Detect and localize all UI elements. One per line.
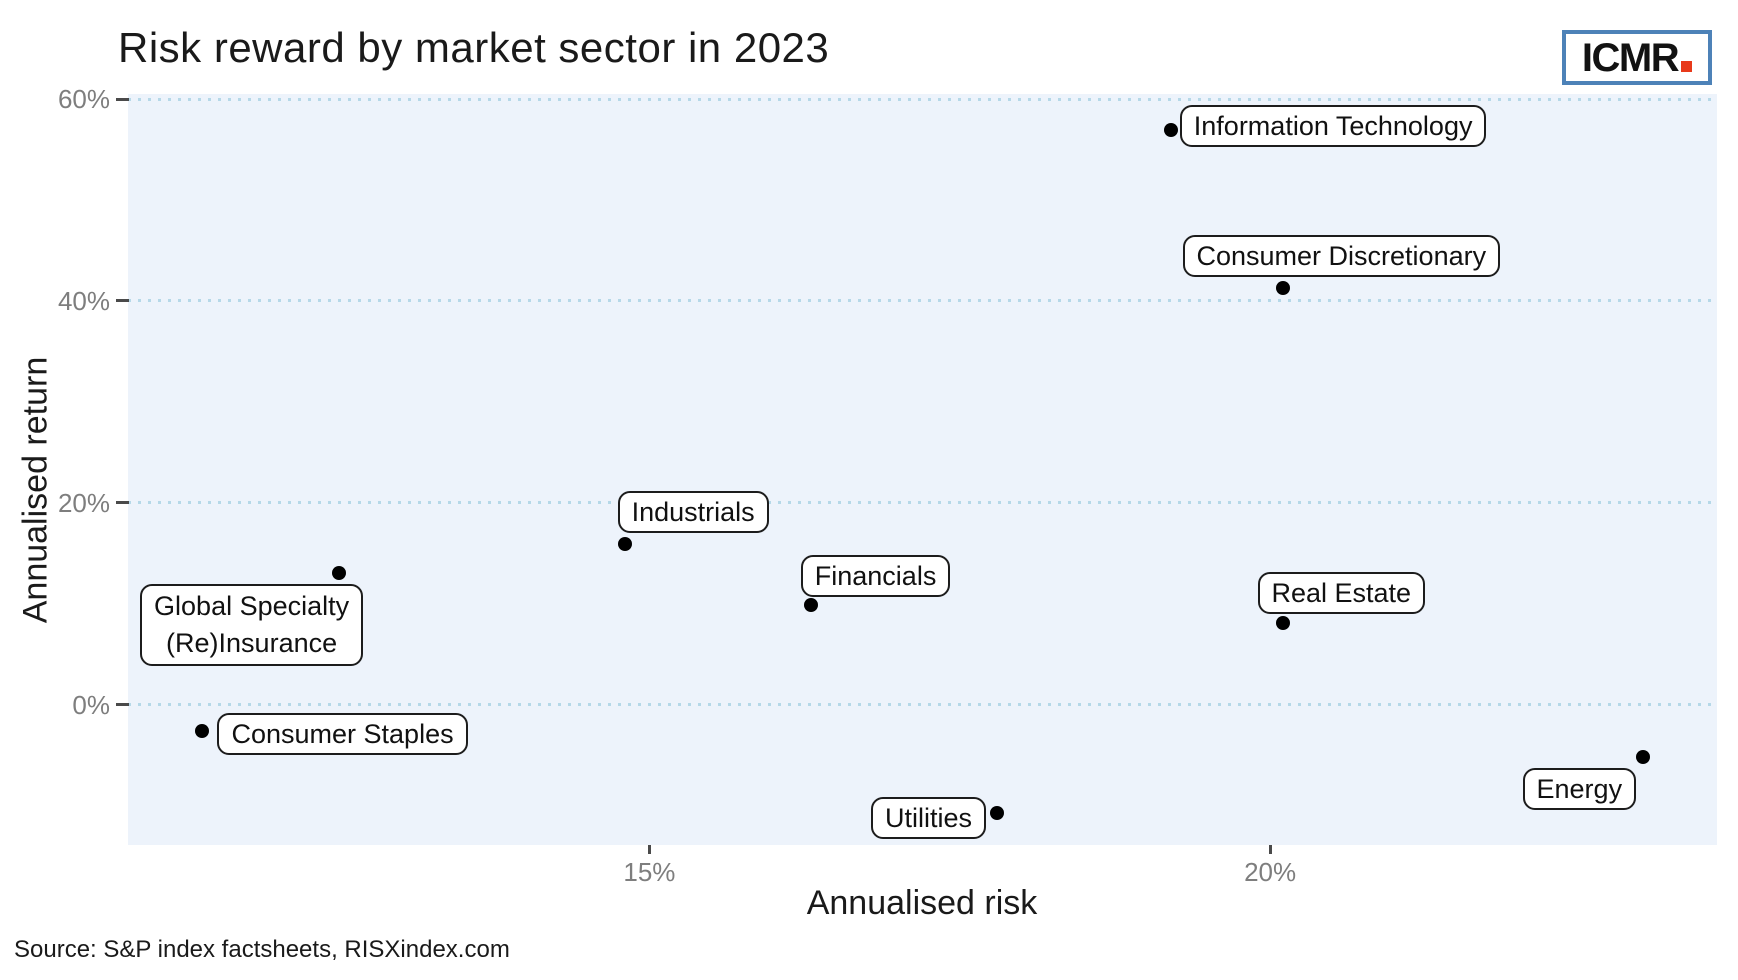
icmr-logo-red-square-icon: [1681, 61, 1693, 72]
source-note: Source: S&P index factsheets, RISXindex.…: [14, 936, 510, 963]
icmr-logo: ICMR: [1562, 30, 1712, 85]
x-axis-title: Annualised risk: [806, 884, 1038, 922]
point-label-utilities: Utilities: [870, 796, 986, 839]
data-point-global-specialty-re-insurance: [332, 566, 347, 581]
data-point-industrials: [617, 537, 632, 552]
point-label-global-specialty-re-insurance: Global Specialty (Re)Insurance: [140, 584, 364, 667]
point-label-industrials: Industrials: [617, 491, 769, 534]
y-tick-label-40: 40%: [57, 285, 110, 316]
point-label-financials: Financials: [800, 554, 951, 597]
x-tick-mark-15: [647, 845, 651, 854]
y-tick-mark-40: [116, 299, 129, 303]
x-tick-label-15: 15%: [623, 857, 676, 887]
data-point-financials: [803, 597, 818, 612]
y-tick-label-0: 0%: [72, 689, 110, 720]
data-point-energy: [1635, 750, 1650, 765]
point-label-energy: Energy: [1522, 768, 1637, 811]
point-label-information-technology: Information Technology: [1179, 105, 1487, 148]
chart-title: Risk reward by market sector in 2023: [118, 24, 830, 71]
data-point-consumer-discretionary: [1275, 280, 1290, 295]
point-label-consumer-discretionary: Consumer Discretionary: [1182, 234, 1501, 277]
data-point-consumer-staples: [195, 723, 210, 738]
icmr-logo-text: ICMR: [1581, 35, 1680, 80]
data-point-information-technology: [1163, 123, 1178, 138]
x-tick-mark-20: [1268, 845, 1272, 854]
y-tick-label-20: 20%: [57, 487, 110, 518]
point-label-real-estate: Real Estate: [1257, 571, 1426, 614]
x-tick-label-20: 20%: [1244, 857, 1297, 887]
data-point-utilities: [989, 805, 1004, 820]
data-point-real-estate: [1275, 615, 1290, 630]
point-label-consumer-staples: Consumer Staples: [217, 712, 468, 755]
y-tick-mark-20: [116, 501, 129, 505]
y-tick-mark-60: [116, 97, 129, 101]
y-tick-mark-0: [116, 703, 129, 707]
y-tick-label-60: 60%: [57, 84, 110, 115]
